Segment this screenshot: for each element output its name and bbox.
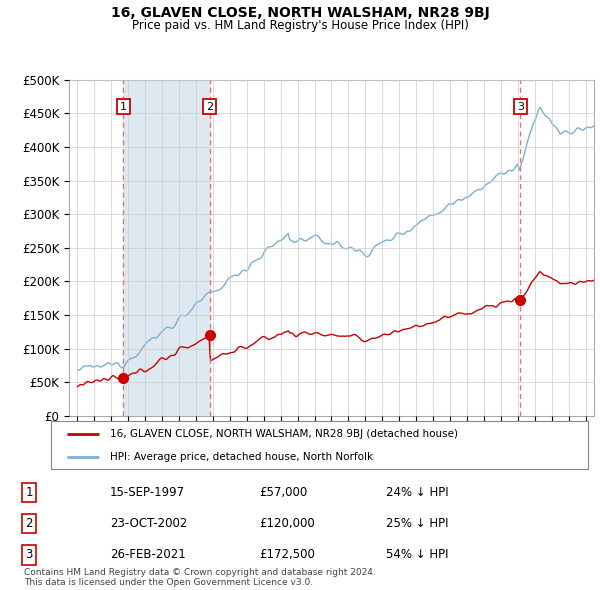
Text: £172,500: £172,500	[260, 548, 316, 561]
Text: Price paid vs. HM Land Registry's House Price Index (HPI): Price paid vs. HM Land Registry's House …	[131, 19, 469, 32]
Bar	[124, 80, 210, 416]
Text: Contains HM Land Registry data © Crown copyright and database right 2024.
This d: Contains HM Land Registry data © Crown c…	[24, 568, 376, 587]
Text: 16, GLAVEN CLOSE, NORTH WALSHAM, NR28 9BJ: 16, GLAVEN CLOSE, NORTH WALSHAM, NR28 9B…	[110, 6, 490, 20]
Text: 2: 2	[206, 101, 213, 112]
Text: 23-OCT-2002: 23-OCT-2002	[110, 517, 187, 530]
Text: £120,000: £120,000	[260, 517, 316, 530]
Text: 15-SEP-1997: 15-SEP-1997	[110, 486, 185, 499]
Text: HPI: Average price, detached house, North Norfolk: HPI: Average price, detached house, Nort…	[110, 452, 373, 462]
Text: 26-FEB-2021: 26-FEB-2021	[110, 548, 185, 561]
Text: 54% ↓ HPI: 54% ↓ HPI	[386, 548, 449, 561]
FancyBboxPatch shape	[51, 421, 588, 469]
Text: 2: 2	[26, 517, 33, 530]
Text: 3: 3	[26, 548, 33, 561]
Text: 3: 3	[517, 101, 524, 112]
Text: 1: 1	[120, 101, 127, 112]
Text: £57,000: £57,000	[260, 486, 308, 499]
Text: 24% ↓ HPI: 24% ↓ HPI	[386, 486, 449, 499]
Text: 25% ↓ HPI: 25% ↓ HPI	[386, 517, 449, 530]
Text: 1: 1	[26, 486, 33, 499]
Text: 16, GLAVEN CLOSE, NORTH WALSHAM, NR28 9BJ (detached house): 16, GLAVEN CLOSE, NORTH WALSHAM, NR28 9B…	[110, 429, 458, 439]
